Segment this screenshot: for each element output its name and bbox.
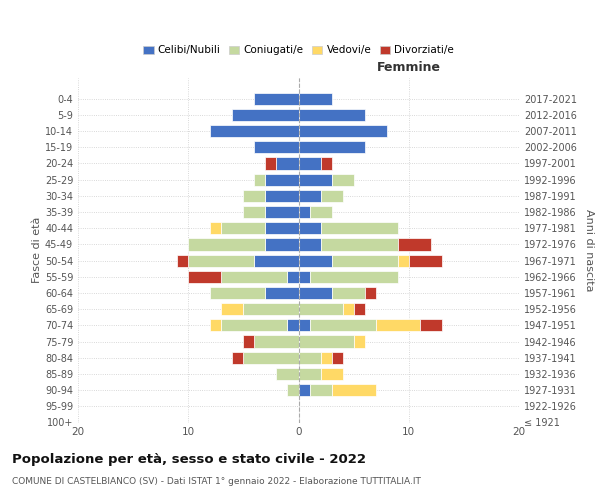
Bar xyxy=(265,206,299,218)
Bar xyxy=(353,303,365,316)
Bar xyxy=(232,352,244,364)
Bar xyxy=(320,352,332,364)
Bar xyxy=(299,222,320,234)
Bar xyxy=(299,303,343,316)
Bar xyxy=(188,270,221,283)
Bar xyxy=(299,320,310,332)
Bar xyxy=(299,109,365,121)
Bar xyxy=(254,336,299,347)
Bar xyxy=(277,158,299,170)
Bar xyxy=(332,352,343,364)
Bar xyxy=(409,254,442,266)
Bar xyxy=(310,384,332,396)
Bar xyxy=(265,238,299,250)
Text: Popolazione per età, sesso e stato civile - 2022: Popolazione per età, sesso e stato civil… xyxy=(12,452,366,466)
Bar xyxy=(310,270,398,283)
Bar xyxy=(299,287,332,299)
Bar xyxy=(188,238,265,250)
Bar xyxy=(332,384,376,396)
Bar xyxy=(254,254,299,266)
Text: Femmine: Femmine xyxy=(377,61,441,74)
Bar xyxy=(353,336,365,347)
Bar xyxy=(210,320,221,332)
Bar xyxy=(177,254,188,266)
Bar xyxy=(376,320,420,332)
Bar xyxy=(221,270,287,283)
Bar xyxy=(254,141,299,154)
Bar xyxy=(221,320,287,332)
Bar xyxy=(299,384,310,396)
Bar xyxy=(265,222,299,234)
Bar xyxy=(221,303,244,316)
Bar xyxy=(299,368,320,380)
Bar xyxy=(320,158,332,170)
Bar xyxy=(265,158,277,170)
Bar xyxy=(244,303,299,316)
Bar xyxy=(232,109,299,121)
Bar xyxy=(211,125,299,137)
Bar xyxy=(299,238,320,250)
Y-axis label: Anni di nascita: Anni di nascita xyxy=(584,209,593,291)
Bar xyxy=(299,270,310,283)
Bar xyxy=(299,254,332,266)
Bar xyxy=(299,141,365,154)
Bar xyxy=(254,174,265,186)
Bar xyxy=(365,287,376,299)
Bar xyxy=(265,174,299,186)
Bar xyxy=(277,368,299,380)
Bar xyxy=(244,352,299,364)
Legend: Celibi/Nubili, Coniugati/e, Vedovi/e, Divorziati/e: Celibi/Nubili, Coniugati/e, Vedovi/e, Di… xyxy=(139,42,458,60)
Bar xyxy=(254,92,299,105)
Bar xyxy=(420,320,442,332)
Bar xyxy=(320,222,398,234)
Bar xyxy=(244,336,254,347)
Bar xyxy=(210,222,221,234)
Bar xyxy=(299,158,320,170)
Bar xyxy=(332,287,365,299)
Bar xyxy=(310,206,332,218)
Bar xyxy=(320,190,343,202)
Bar xyxy=(299,125,387,137)
Bar xyxy=(299,206,310,218)
Bar xyxy=(398,254,409,266)
Bar xyxy=(287,384,299,396)
Bar xyxy=(244,206,265,218)
Bar xyxy=(299,352,320,364)
Bar xyxy=(221,222,265,234)
Bar xyxy=(310,320,376,332)
Bar xyxy=(211,287,265,299)
Y-axis label: Fasce di età: Fasce di età xyxy=(32,217,42,283)
Bar xyxy=(320,368,343,380)
Bar xyxy=(287,270,299,283)
Bar xyxy=(188,254,254,266)
Bar xyxy=(332,174,353,186)
Bar xyxy=(320,238,398,250)
Bar xyxy=(265,287,299,299)
Bar xyxy=(332,254,398,266)
Bar xyxy=(398,238,431,250)
Bar xyxy=(244,190,265,202)
Bar xyxy=(343,303,353,316)
Bar xyxy=(265,190,299,202)
Bar xyxy=(299,190,320,202)
Bar xyxy=(299,174,332,186)
Bar xyxy=(299,92,332,105)
Text: COMUNE DI CASTELBIANCO (SV) - Dati ISTAT 1° gennaio 2022 - Elaborazione TUTTITAL: COMUNE DI CASTELBIANCO (SV) - Dati ISTAT… xyxy=(12,478,421,486)
Bar xyxy=(287,320,299,332)
Bar xyxy=(299,336,353,347)
